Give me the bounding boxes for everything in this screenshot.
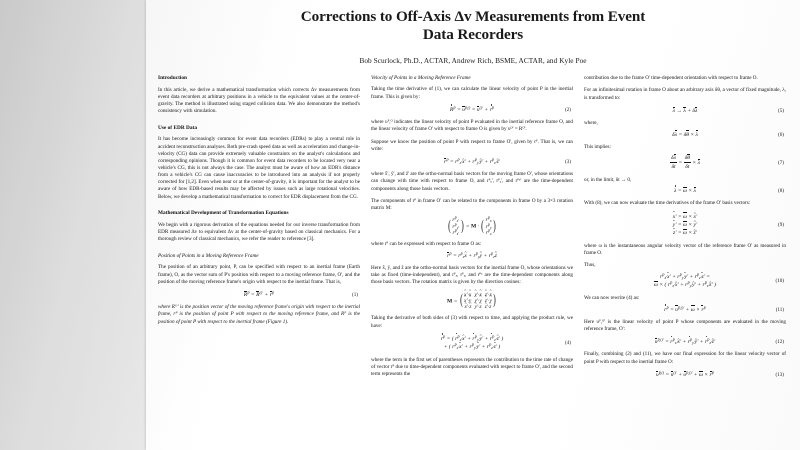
equation-9-number: (9)	[778, 222, 784, 229]
equation-rotation-matrix-expression: M = ( x′·xy′·xz′·x x′·yy′·yz′·y x′·zy′·z…	[447, 292, 497, 311]
equation-10: rPx′x′ + rPy′y′ + rPz′z′ = ω × ( rPx′x′ …	[584, 273, 786, 290]
equation-2-expression: RP = υP,O = υO′ + rP	[449, 106, 495, 113]
equation-13-expression: υP,O = υO′ + υP,O′ + ω × rP	[656, 371, 714, 378]
subsection-heading-position: Position of Points in a Moving Reference…	[158, 253, 259, 260]
paragraph-derivative: Taking the derivative of both sides of (…	[371, 315, 573, 329]
equation-7: δλ δt = δθ δt × λ (7)	[584, 154, 786, 171]
equation-rp-inertial: rP = rPxx + rPyy + rPzz	[371, 252, 573, 260]
equation-5-expression: λ → λ + δλ	[672, 107, 698, 114]
paragraph-continued: contribution due to the frame O' time-de…	[584, 75, 758, 81]
paragraph-infinitesimal: For an infinitesimal rotation in frame O…	[584, 87, 786, 101]
equation-1-number: (1)	[352, 292, 358, 299]
paragraph-math: We begin with a rigorous derivation of t…	[158, 221, 360, 243]
label-this-implies: This implies:	[584, 143, 611, 150]
equation-5: λ → λ + δλ (5)	[584, 107, 786, 115]
paragraph-here-basis: Here x̂, ŷ, and ẑ are the ortho-normal…	[371, 264, 573, 286]
paragraph-after-eq11: Here υᴾ,ᴼ' is the linear velocity of poi…	[584, 318, 786, 332]
equation-4-number: (4)	[565, 340, 571, 347]
title-line-2: Data Recorders	[422, 25, 524, 43]
equation-12-number: (12)	[775, 339, 785, 346]
equation-2: RP = υP,O = υO′ + rP (2)	[371, 106, 573, 114]
equation-9-expression: x′ = ω × x′ y′ = ω × y′ z′ = ω × z′	[673, 213, 698, 238]
equation-7-number: (7)	[778, 159, 784, 166]
column-2: Velocity of Points in a Moving Reference…	[371, 75, 573, 384]
equation-matrix-relation: ( rPx′ rPy′ rPz′ ) = M · (	[371, 217, 573, 236]
paragraph-with-eq8: With (8), we can now evaluate the time d…	[584, 200, 751, 207]
equation-3-expression: rP = rPx′x′ + rPy′y′ + rPz′z′	[444, 158, 500, 166]
equation-13: υP,O = υO′ + υP,O′ + ω × rP (13)	[584, 371, 786, 379]
paragraph-after-eq2: where υᴾ,ᴼ indicates the linear velocity…	[371, 119, 573, 133]
equation-11-number: (11)	[775, 306, 784, 313]
subsection-heading-velocity: Velocity of Points in a Moving Reference…	[371, 75, 471, 81]
section-heading-math: Mathematical Development of Transformati…	[158, 210, 289, 217]
equation-rp-inertial-expression: rP = rPxx + rPyy + rPzz	[447, 252, 497, 260]
paragraph-edr: It has become increasingly common for ev…	[158, 136, 360, 200]
equation-13-number: (13)	[775, 371, 785, 378]
column-1: Introduction In this article, we derive …	[158, 75, 360, 331]
equation-5-number: (5)	[778, 107, 784, 114]
equation-8-number: (8)	[778, 188, 784, 195]
equation-6-expression: δλ = δθ × λ	[672, 131, 698, 138]
paragraph-after-matrix: where rᴾ can be expressed with respect t…	[371, 241, 482, 248]
paragraph-after-eq1: where Rᴼ' is the position vector of the …	[158, 304, 360, 325]
equation-4-expression: rP = ( rPx′x′ + rPy′y′ + rPz′z′ ) + ( rP…	[441, 335, 504, 352]
equation-6-number: (6)	[778, 131, 784, 138]
label-rewrite: We can now rewrite (4) as:	[584, 295, 640, 302]
equation-1: RP = RO′ + rP (1)	[158, 291, 360, 299]
label-thus: Thus,	[584, 262, 596, 269]
paragraph-after-eq4: where the term in the first set of paren…	[371, 356, 573, 378]
equation-7-expression: δλ δt = δθ δt × λ	[670, 155, 700, 171]
paragraph-after-eq3: where x̂', ŷ', and ẑ' are the ortho-no…	[371, 171, 573, 192]
paragraph-velocity: Taking the time derivative of (1), we ca…	[371, 86, 573, 100]
paragraph-components: The components of rᴾ in frame O' can be …	[371, 197, 573, 212]
equation-1-expression: RP = RO′ + rP	[243, 291, 275, 299]
equation-3-number: (3)	[565, 159, 571, 166]
equation-rotation-matrix: M = ( x′·xy′·xz′·x x′·yy′·yz′·y x′·zy′·z…	[371, 292, 573, 311]
label-or-in-limit: or, in the limit, δt → 0,	[584, 176, 632, 183]
paragraph-position: The position of an arbitrary point, P, c…	[158, 264, 360, 285]
paragraph-after-eq9: where ω is the instantaneous angular vel…	[584, 242, 786, 257]
paper-page: Corrections to Off-Axis Δv Measurements …	[146, 0, 800, 450]
equation-12-expression: υP,O′ = rPx′x′ + rPy′y′ + rPz′z′	[655, 338, 715, 346]
equation-2-number: (2)	[565, 106, 571, 113]
paragraph-finally: Finally, combining (2) and (11), we have…	[584, 351, 786, 365]
equation-4: rP = ( rPx′x′ + rPy′y′ + rPz′z′ ) + ( rP…	[371, 335, 573, 352]
equation-12: υP,O′ = rPx′x′ + rPy′y′ + rPz′z′ (12)	[584, 338, 786, 346]
paragraph-introduction: In this article, we derive a mathematica…	[158, 86, 360, 115]
page-title: Corrections to Off-Axis Δv Measurements …	[196, 8, 750, 43]
equation-9: x′ = ω × x′ y′ = ω × y′ z′ = ω × z′ (9)	[584, 213, 786, 238]
equation-11-expression: rP = υP,O′ + ω × rP	[664, 305, 706, 313]
author-line: Bob Scurlock, Ph.D., ACTAR, Andrew Rich,…	[359, 56, 587, 65]
equation-3: rP = rPx′x′ + rPy′y′ + rPz′z′ (3)	[371, 158, 573, 166]
column-container: Introduction In this article, we derive …	[158, 75, 788, 384]
section-heading-edr: Use of EDR Data	[158, 124, 197, 131]
equation-matrix-expression: ( rPx′ rPy′ rPz′ ) = M · (	[448, 216, 496, 236]
equation-11: rP = υP,O′ + ω × rP (11)	[584, 306, 786, 314]
section-heading-introduction: Introduction	[158, 75, 187, 81]
equation-6: δλ = δθ × λ (6)	[584, 131, 786, 139]
equation-8: λ = ω × λ (8)	[584, 187, 786, 195]
paragraph-suppose: Suppose we know the position of point P …	[371, 138, 573, 152]
equation-8-expression: λ = ω × λ	[674, 188, 696, 195]
title-line-1: Corrections to Off-Axis Δv Measurements …	[300, 8, 646, 25]
label-where: where,	[584, 120, 598, 127]
column-3: contribution due to the frame O' time-de…	[584, 75, 786, 384]
equation-10-expression: rPx′x′ + rPy′y′ + rPz′z′ = ω × ( rPx′x′ …	[654, 273, 716, 290]
equation-10-number: (10)	[775, 278, 785, 285]
